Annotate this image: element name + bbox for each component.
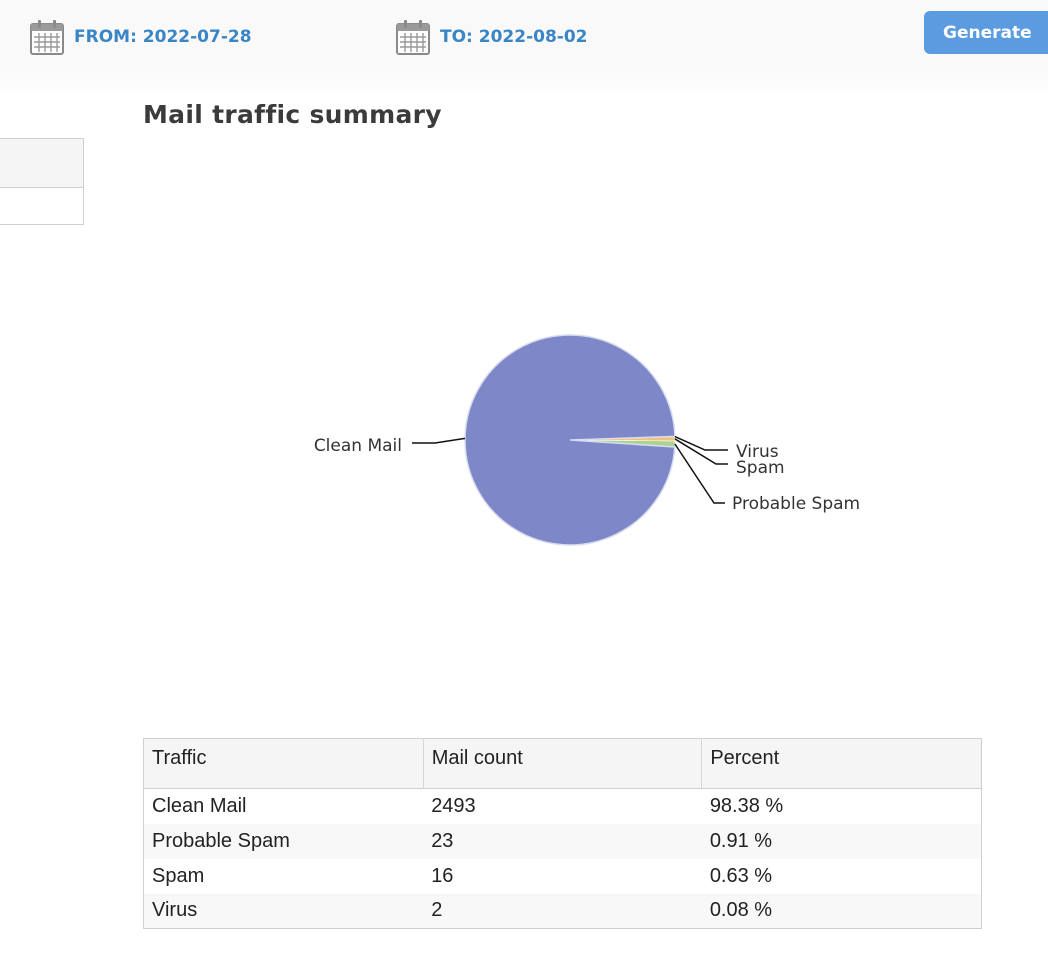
- table-row: Virus 2 0.08 %: [143, 893, 982, 929]
- leader-line-clean-mail: [412, 437, 466, 444]
- header-percent[interactable]: Percent: [701, 738, 982, 789]
- slice-label-virus: Virus: [736, 442, 779, 462]
- traffic-table: Traffic Mail count Percent Clean Mail 24…: [143, 738, 982, 929]
- table-row: Spam 16 0.63 %: [144, 859, 982, 894]
- slice-label-probable-spam: Probable Spam: [732, 494, 860, 514]
- side-panel-header: [0, 138, 84, 188]
- leader-line-spam: [674, 438, 728, 465]
- from-date-label[interactable]: FROM: 2022-07-28: [74, 27, 252, 47]
- header-mail-count[interactable]: Mail count: [423, 738, 703, 789]
- cell-percent: 0.91 %: [701, 823, 982, 859]
- generate-button[interactable]: Generate: [924, 11, 1048, 54]
- table-header-row: Traffic Mail count Percent: [143, 738, 982, 789]
- slice-label-clean-mail: Clean Mail: [314, 436, 402, 456]
- cell-traffic: Probable Spam: [143, 823, 424, 859]
- page-title: Mail traffic summary: [143, 100, 442, 129]
- cell-mail-count: 16: [431, 864, 454, 887]
- to-date-label[interactable]: TO: 2022-08-02: [440, 27, 588, 47]
- leader-line-probable-spam: [674, 443, 725, 504]
- calendar-icon[interactable]: [30, 19, 64, 55]
- calendar-icon[interactable]: [396, 19, 430, 55]
- cell-percent: 0.63 %: [709, 864, 773, 887]
- table-row: Clean Mail 2493 98.38 %: [144, 789, 982, 824]
- cell-traffic: Virus: [143, 893, 424, 929]
- from-date-picker[interactable]: FROM: 2022-07-28: [30, 18, 252, 56]
- leader-line-virus: [674, 435, 728, 451]
- to-date-picker[interactable]: TO: 2022-08-02: [396, 18, 588, 56]
- side-panel-row: [0, 187, 84, 225]
- cell-mail-count: 2493: [431, 794, 476, 817]
- cell-mail-count: 23: [423, 823, 702, 859]
- cell-traffic: Clean Mail: [152, 794, 247, 817]
- report-toolbar: FROM: 2022-07-28 TO: 2022-08-02 Generate: [0, 0, 1048, 100]
- cell-percent: 0.08 %: [701, 893, 982, 929]
- cell-traffic: Spam: [152, 864, 205, 887]
- table-row: Probable Spam 23 0.91 %: [143, 823, 982, 859]
- pie-slice-clean-mail[interactable]: [464, 334, 676, 546]
- cell-mail-count: 2: [423, 893, 702, 929]
- cell-percent: 98.38 %: [709, 794, 784, 817]
- header-traffic[interactable]: Traffic: [143, 738, 424, 789]
- slice-label-spam: Spam: [736, 458, 785, 478]
